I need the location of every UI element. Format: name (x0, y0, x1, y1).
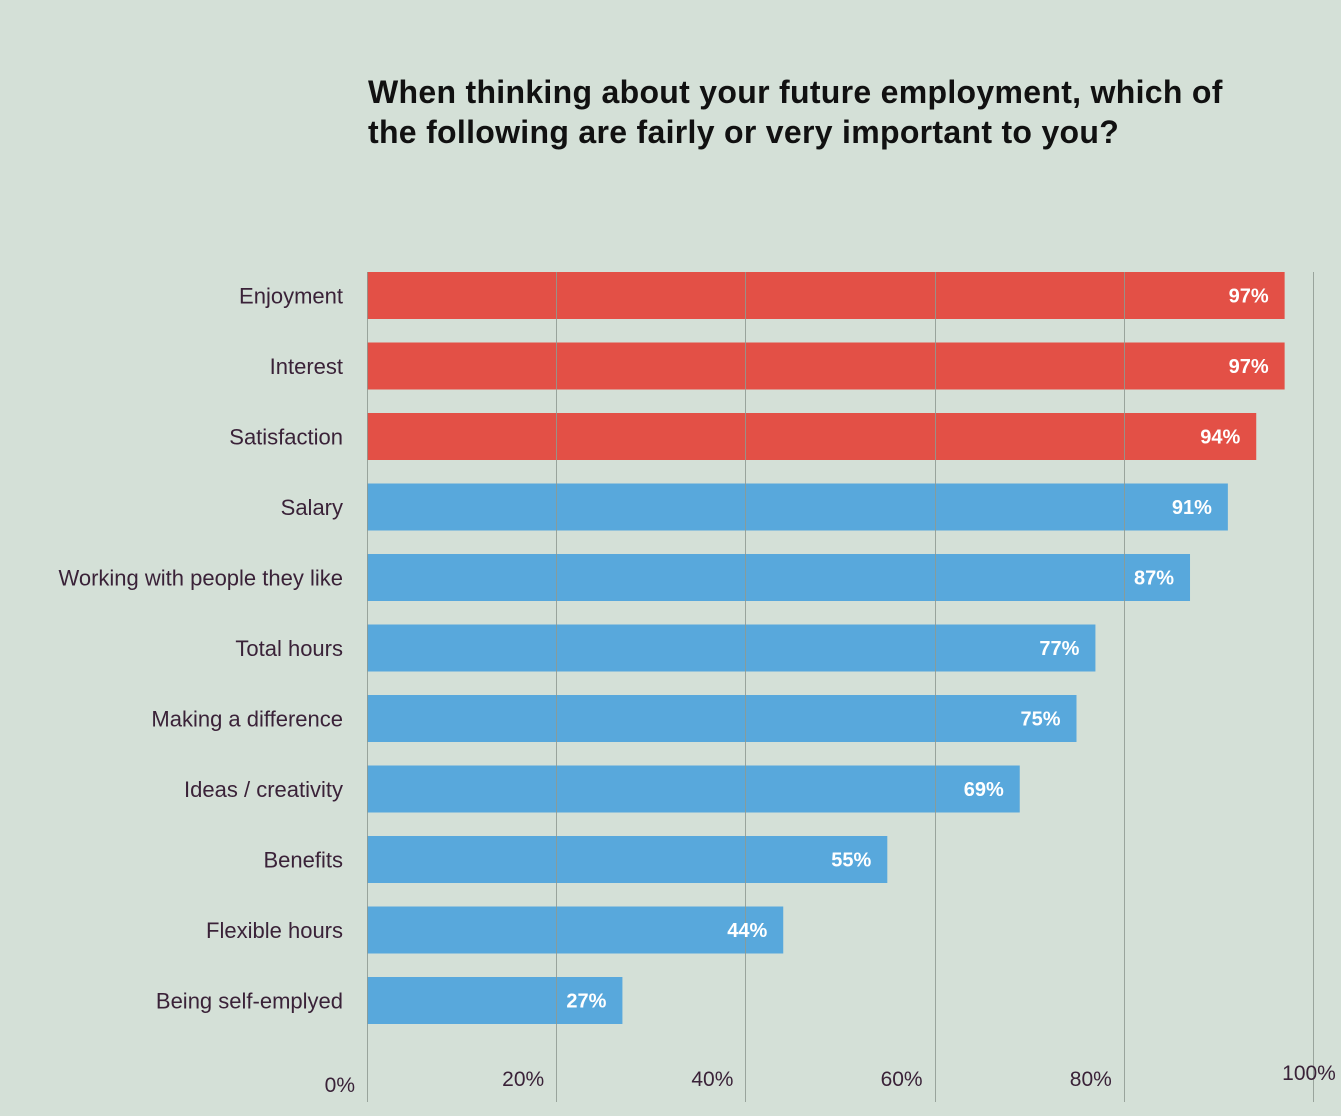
tick-layer: 0% 20% 40% 60% 80% 100% (325, 1062, 1336, 1097)
category-label-5: Working with people they like (58, 566, 343, 591)
category-label-7: Making a difference (151, 707, 343, 732)
category-label-8: Ideas / creativity (184, 777, 343, 802)
value-label-8: 69% (964, 779, 1004, 801)
bar-5 (367, 554, 1190, 601)
value-label-3: 94% (1200, 427, 1240, 449)
x-tick-label-20: 20% (502, 1068, 544, 1091)
category-label-10: Flexible hours (206, 918, 343, 943)
category-label-2: Interest (270, 354, 343, 379)
value-label-11: 27% (566, 991, 606, 1013)
bar-7 (367, 695, 1077, 742)
value-label-4: 91% (1172, 497, 1212, 519)
x-tick-label-0: 0% (325, 1074, 355, 1097)
category-label-4: Salary (281, 495, 343, 520)
value-label-2: 97% (1229, 356, 1269, 378)
value-label-9: 55% (831, 850, 871, 872)
bar-4 (367, 484, 1228, 531)
value-label-5: 87% (1134, 568, 1174, 590)
category-label-1: Enjoyment (239, 284, 343, 309)
category-label-9: Benefits (264, 848, 344, 873)
value-label-6: 77% (1039, 638, 1079, 660)
category-label-11: Being self-emplyed (156, 989, 343, 1014)
bar-3 (367, 413, 1256, 460)
bar-10 (367, 907, 783, 954)
bar-chart: Enjoyment 97% Interest 97% Satisfaction 94% Sa… (0, 0, 1341, 1116)
bar-9 (367, 836, 887, 883)
bar-layer (367, 272, 1285, 1024)
x-tick-label-60: 60% (881, 1068, 923, 1091)
bar-1 (367, 272, 1285, 319)
value-label-10: 44% (727, 920, 767, 942)
bar-6 (367, 625, 1095, 672)
category-label-3: Satisfaction (229, 425, 343, 450)
bar-8 (367, 766, 1020, 813)
category-label-6: Total hours (235, 636, 343, 661)
value-label-1: 97% (1229, 286, 1269, 308)
bar-2 (367, 343, 1285, 390)
x-tick-label-80: 80% (1070, 1068, 1112, 1091)
value-label-7: 75% (1020, 709, 1060, 731)
x-tick-label-40: 40% (691, 1068, 733, 1091)
x-tick-label-100: 100% (1282, 1062, 1336, 1085)
